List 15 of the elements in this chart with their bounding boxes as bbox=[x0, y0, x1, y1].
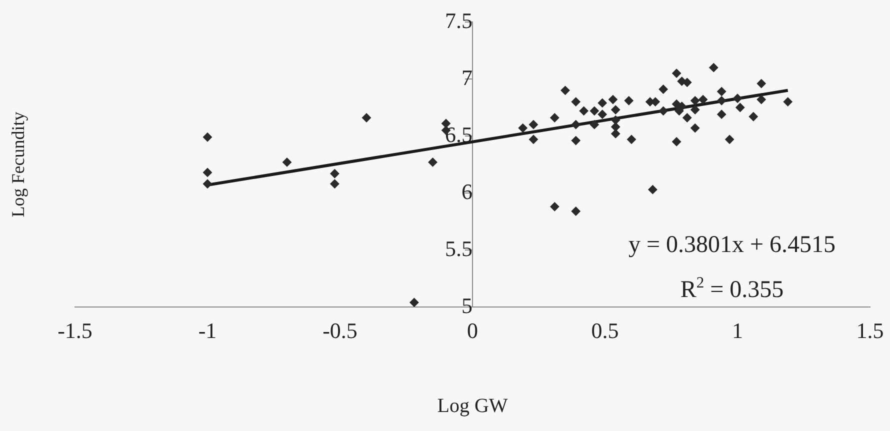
y-tick-label: 7 bbox=[462, 64, 472, 90]
y-tick-label: 5.5 bbox=[445, 236, 472, 261]
y-tick-label: 7.5 bbox=[445, 8, 472, 33]
x-tick-label: -1 bbox=[198, 318, 217, 343]
x-axis-title: Log GW bbox=[437, 395, 508, 417]
x-tick-label: -0.5 bbox=[322, 318, 358, 343]
y-tick-label: 5 bbox=[462, 292, 472, 318]
y-axis-title: Log Fecundity bbox=[8, 112, 28, 218]
annotation: y = 0.3801x + 6.4515 bbox=[628, 232, 836, 258]
x-tick-label: 0.5 bbox=[591, 318, 619, 343]
x-tick-label: 1.5 bbox=[856, 318, 884, 343]
y-tick-label: 6 bbox=[462, 178, 472, 204]
x-tick-label: 0 bbox=[467, 318, 478, 343]
x-tick-label: -1.5 bbox=[58, 318, 92, 343]
x-tick-label: 1 bbox=[732, 318, 743, 343]
